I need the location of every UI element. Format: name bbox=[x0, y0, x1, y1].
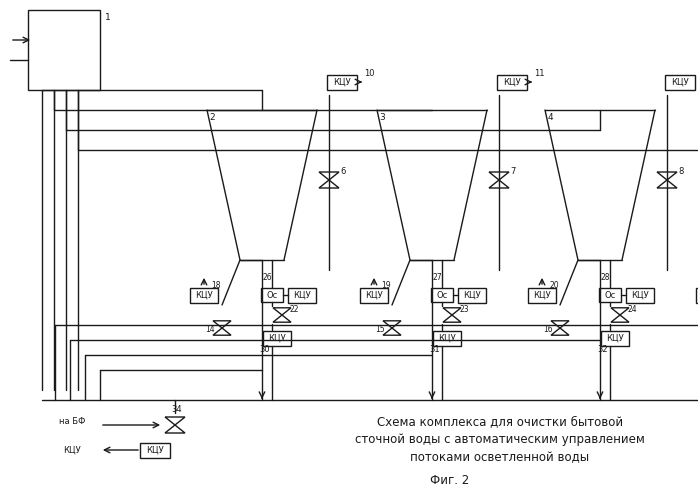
Text: КЦУ: КЦУ bbox=[438, 334, 456, 342]
Text: КЦУ: КЦУ bbox=[503, 78, 521, 86]
Text: 28: 28 bbox=[600, 272, 610, 281]
Text: 1: 1 bbox=[105, 14, 111, 22]
Text: 3: 3 bbox=[379, 114, 385, 122]
Text: 4: 4 bbox=[547, 114, 553, 122]
Text: 30: 30 bbox=[260, 346, 270, 354]
Text: Схема комплекса для очистки бытовой: Схема комплекса для очистки бытовой bbox=[377, 415, 623, 428]
Bar bbox=[696, 288, 698, 302]
Text: 7: 7 bbox=[510, 168, 516, 176]
Text: 16: 16 bbox=[543, 326, 553, 334]
Text: КЦУ: КЦУ bbox=[146, 446, 164, 454]
Text: 26: 26 bbox=[262, 272, 272, 281]
Text: КЦУ: КЦУ bbox=[606, 334, 624, 342]
Text: 31: 31 bbox=[430, 346, 440, 354]
Text: Ос: Ос bbox=[604, 290, 616, 300]
Text: КЦУ: КЦУ bbox=[365, 290, 383, 300]
Text: 18: 18 bbox=[211, 280, 221, 289]
Text: 10: 10 bbox=[364, 70, 374, 78]
Text: 27: 27 bbox=[432, 272, 442, 281]
Bar bbox=[288, 288, 316, 302]
Text: КЦУ: КЦУ bbox=[671, 78, 689, 86]
Text: 11: 11 bbox=[534, 70, 544, 78]
Bar bbox=[190, 288, 218, 302]
Text: на БФ: на БФ bbox=[59, 416, 85, 426]
Text: КЦУ: КЦУ bbox=[333, 78, 351, 86]
Text: КЦУ: КЦУ bbox=[293, 290, 311, 300]
Text: Ос: Ос bbox=[436, 290, 447, 300]
Text: КЦУ: КЦУ bbox=[463, 290, 481, 300]
Bar bbox=[665, 74, 695, 90]
Text: Фиг. 2: Фиг. 2 bbox=[431, 474, 470, 487]
Bar bbox=[263, 330, 291, 345]
Bar bbox=[458, 288, 486, 302]
Text: 22: 22 bbox=[289, 306, 299, 314]
Text: 20: 20 bbox=[549, 280, 559, 289]
Text: 6: 6 bbox=[341, 168, 346, 176]
Text: 2: 2 bbox=[209, 114, 215, 122]
Text: 32: 32 bbox=[597, 346, 609, 354]
Text: КЦУ: КЦУ bbox=[268, 334, 286, 342]
Text: КЦУ: КЦУ bbox=[631, 290, 649, 300]
Text: КЦУ: КЦУ bbox=[63, 446, 81, 454]
Bar bbox=[599, 288, 621, 302]
Text: 19: 19 bbox=[381, 280, 391, 289]
Text: КЦУ: КЦУ bbox=[533, 290, 551, 300]
Text: 23: 23 bbox=[459, 306, 469, 314]
Bar bbox=[431, 288, 453, 302]
Bar bbox=[140, 442, 170, 458]
Bar bbox=[433, 330, 461, 345]
Text: КЦУ: КЦУ bbox=[195, 290, 213, 300]
Bar bbox=[327, 74, 357, 90]
Bar bbox=[528, 288, 556, 302]
Bar bbox=[360, 288, 388, 302]
Text: 24: 24 bbox=[628, 306, 637, 314]
Text: 15: 15 bbox=[376, 326, 385, 334]
Bar bbox=[626, 288, 654, 302]
Bar bbox=[601, 330, 629, 345]
Bar bbox=[497, 74, 527, 90]
Text: сточной воды с автоматическим управлением: сточной воды с автоматическим управление… bbox=[355, 433, 645, 446]
Text: потоками осветленной воды: потоками осветленной воды bbox=[410, 451, 590, 464]
Text: Ос: Ос bbox=[267, 290, 278, 300]
Text: 34: 34 bbox=[172, 404, 182, 413]
Bar bbox=[261, 288, 283, 302]
Bar bbox=[28, 10, 100, 90]
Text: 8: 8 bbox=[678, 168, 683, 176]
Text: 14: 14 bbox=[205, 326, 215, 334]
